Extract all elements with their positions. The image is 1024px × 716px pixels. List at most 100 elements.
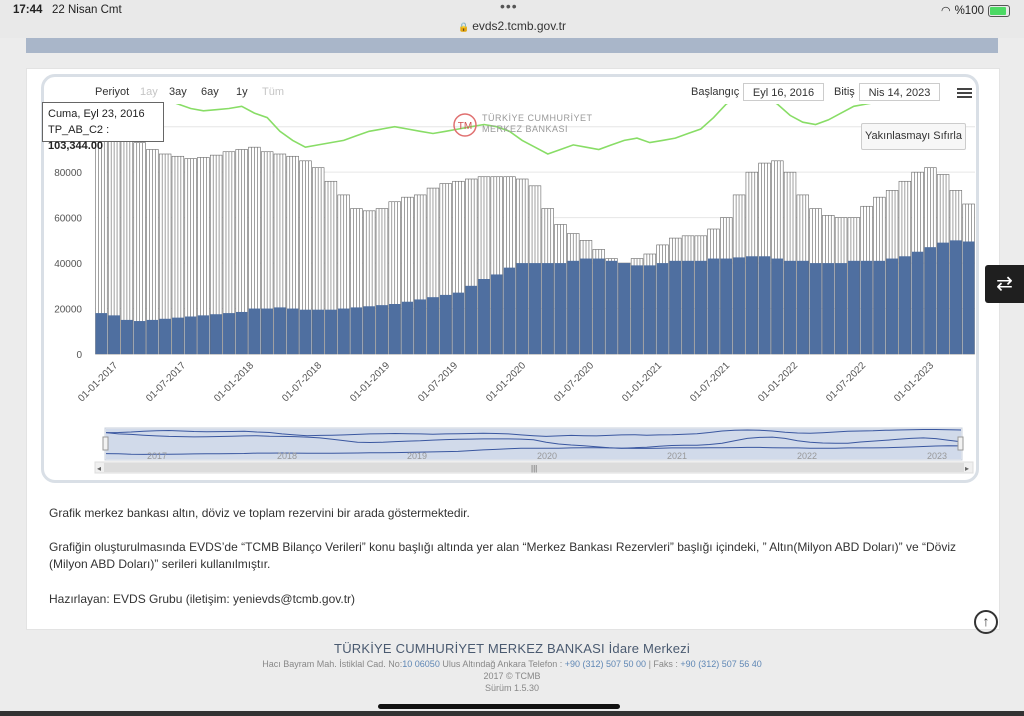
bar-gold (388, 304, 401, 354)
navigator-line (105, 445, 962, 455)
x-tick-label: 01-01-2020 (484, 360, 528, 404)
x-axis-labels: 01-01-2017 01-07-2017 01-01-2018 01-07-2018… (76, 360, 936, 404)
bar-gold (592, 258, 605, 354)
bar-gold (580, 258, 592, 354)
home-indicator (378, 704, 620, 709)
bar-gold (784, 260, 796, 354)
logo-line-2: MERKEZ BANKASI (482, 124, 569, 134)
bar-gold (796, 260, 809, 354)
footer-title: TÜRKİYE CUMHURİYET MERKEZ BANKASI İdare … (334, 641, 690, 656)
bar-gold (223, 313, 235, 354)
phone-link[interactable]: +90 (312) 507 50 00 (564, 659, 647, 669)
navigator-year-label: 2023 (927, 451, 947, 461)
bar-gold (847, 260, 860, 354)
x-tick-label: 01-01-2023 (892, 360, 936, 404)
bar-gold (541, 263, 554, 354)
bar-gold (618, 263, 631, 354)
navigator-year-label: 2018 (277, 451, 297, 461)
bar-gold (95, 313, 108, 354)
navigator-year-label: 2020 (537, 451, 557, 461)
x-tick-label: 01-01-2021 (620, 360, 664, 404)
description-p1: Grafik merkez bankası altın, döviz ve to… (49, 506, 470, 520)
range-button-6ay[interactable]: 6ay (201, 86, 219, 98)
y-tick-label: 20000 (54, 305, 82, 316)
bar-gold (503, 267, 516, 354)
chart-menu-icon[interactable] (957, 86, 972, 100)
fax-link[interactable]: +90 (312) 507 56 40 (680, 659, 762, 669)
range-button-1ay[interactable]: 1ay (140, 86, 158, 98)
bar-gold (325, 309, 337, 354)
bar-gold (439, 294, 452, 354)
scrollbar-thumb (104, 463, 964, 472)
address-bar[interactable]: 🔒 evds2.tcmb.gov.tr (0, 19, 1024, 33)
logo-text: TÜRKİYE CUMHURİYET MERKEZ BANKASI (482, 113, 593, 135)
bar-gold (197, 315, 210, 354)
swap-arrows-icon[interactable]: ⇄ (985, 265, 1024, 303)
bar-gold (554, 263, 567, 354)
bar-gold (911, 251, 924, 354)
navigator-year-label: 2021 (667, 451, 687, 461)
x-tick-label: 01-07-2020 (552, 360, 596, 404)
fax-label: | Faks : (646, 659, 681, 669)
navigator-line (105, 429, 962, 437)
bar-gold (414, 299, 427, 354)
x-tick-label: 01-07-2022 (824, 360, 868, 404)
line-layer (101, 104, 872, 155)
bar-gold (465, 285, 478, 354)
bar-gold (159, 318, 172, 354)
status-date: 22 Nisan Cmt (52, 4, 122, 16)
bar-gold (643, 265, 656, 354)
wifi-icon: ◠ (940, 5, 951, 17)
bar-gold (707, 258, 720, 354)
x-tick-label: 01-07-2018 (280, 360, 324, 404)
y-axis-labels: 020000400006000080000100000 (49, 123, 83, 361)
bar-gold (376, 305, 388, 354)
battery-fill (990, 6, 1006, 15)
bar-gold (682, 260, 694, 354)
battery-percent: %100 (954, 4, 984, 17)
address-part-a: Hacı Bayram Mah. İstiklal Cad. No: (262, 659, 403, 669)
bar-gold (822, 263, 835, 354)
range-button-all[interactable]: Tüm (262, 86, 284, 98)
status-time: 17:44 (13, 4, 43, 16)
status-right: ◠ %100 (941, 4, 1010, 17)
chart-tooltip: Cuma, Eyl 23, 2016 TP_AB_C2 : 103,344.00 (42, 102, 164, 152)
end-date-input[interactable]: Nis 14, 2023 (859, 83, 940, 101)
range-button-1y[interactable]: 1y (236, 86, 248, 98)
scroll-top-icon[interactable]: ↑ (974, 610, 998, 634)
bar-gold (631, 265, 643, 354)
bar-gold (172, 317, 184, 354)
bar-gold (605, 260, 618, 354)
address-number: 10 06050 (402, 659, 440, 669)
x-tick-label: 01-07-2019 (416, 360, 460, 404)
footer-version: Sürüm 1.5.30 (484, 683, 540, 693)
more-icon[interactable]: ••• (500, 0, 518, 14)
line-series (101, 104, 872, 155)
start-date-input[interactable]: Eyl 16, 2016 (743, 83, 824, 101)
end-date-label: Bitiş (834, 86, 855, 98)
logo-line-1: TÜRKİYE CUMHURİYET (482, 113, 593, 123)
bar-gold (261, 308, 274, 354)
bar-gold (452, 292, 465, 354)
lock-icon: 🔒 (457, 22, 470, 32)
bar-gold (363, 306, 376, 354)
bar-gold (529, 263, 541, 354)
bar-gold (656, 263, 669, 354)
range-label: Periyot (95, 86, 130, 98)
bar-gold (146, 319, 159, 354)
reserves-chart: 020000400006000080000100000 01-01-201701… (49, 104, 975, 474)
bar-gold (184, 316, 197, 354)
scrollbar-grip-icon: ||| (531, 464, 537, 473)
range-button-3ay[interactable]: 3ay (169, 86, 187, 98)
status-bar: 17:44 22 Nisan Cmt ••• 🔒 evds2.tcmb.gov.t… (0, 0, 1024, 38)
x-tick-label: 01-07-2017 (144, 360, 188, 404)
header-band (26, 38, 998, 53)
scroll-left-icon: ◂ (97, 464, 101, 473)
bar-gold (567, 260, 580, 354)
bar-gold (286, 308, 299, 354)
bar-gold (401, 301, 414, 354)
bar-gold (771, 258, 784, 354)
bar-gold (490, 274, 503, 354)
reset-zoom-button[interactable]: Yakınlasmayı Sıfırla (861, 123, 966, 150)
bar-gold (312, 309, 325, 354)
